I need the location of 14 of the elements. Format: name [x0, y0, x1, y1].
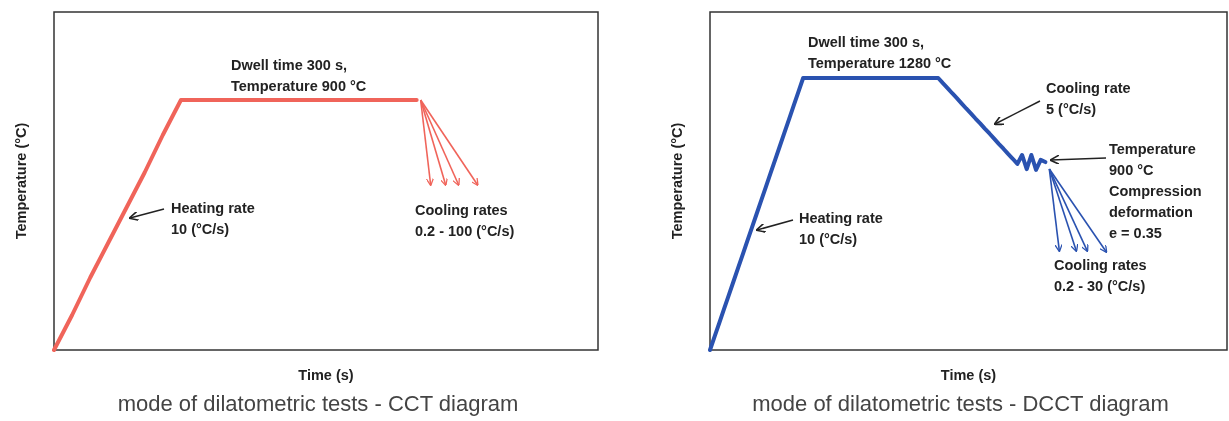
x-axis-title: Time (s): [298, 367, 354, 383]
text: mode of dilatometric tests - CCT diagram: [117, 391, 519, 416]
text: mode of dilatometric tests - DCCT diagram: [752, 391, 1169, 416]
annotation: Cooling rates 0.2 - 30 (°C/s): [1054, 257, 1147, 294]
annotation: Heating rate 10 (°C/s): [171, 200, 255, 237]
y-axis-title: Temperature (°C): [13, 122, 29, 240]
annotation: Cooling rate 5 (°C/s): [1046, 80, 1131, 117]
annotation: Cooling rates 0.2 - 100 (°C/s): [415, 202, 515, 239]
y-axis-title: Temperature (°C): [669, 122, 685, 240]
x-axis-title: Time (s): [940, 367, 997, 383]
text: Dwell time 300 s, Temperature 900 °C: [231, 57, 367, 94]
annotation: Heating rate 10 (°C/s): [799, 210, 883, 247]
text: Dwell time 300 s, Temperature 1280 °C: [808, 34, 952, 71]
annotation: Temperature 900 °C Compression deformation e = 0.35: [1109, 141, 1202, 241]
